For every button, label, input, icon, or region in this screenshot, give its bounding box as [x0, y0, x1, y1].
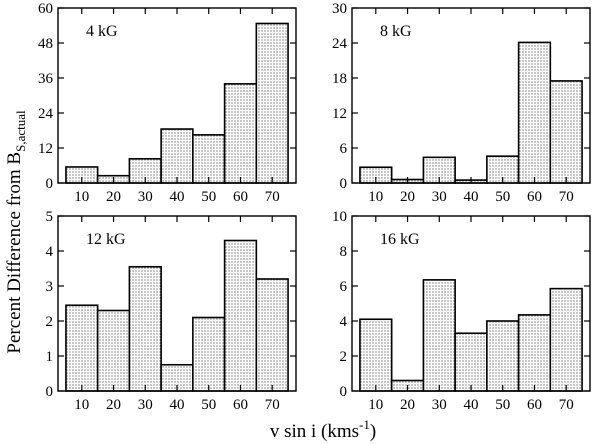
bar-70 — [255, 22, 289, 184]
panel-annotation: 8 kG — [380, 23, 412, 40]
y-axis-title-subscript: S,actual — [13, 110, 28, 152]
bar-50 — [192, 134, 226, 184]
x-tick-label: 10 — [74, 189, 89, 205]
bar-60 — [223, 83, 258, 184]
y-tick-label: 0 — [340, 176, 348, 192]
x-tick-label: 30 — [432, 189, 447, 205]
bar-60 — [517, 314, 552, 392]
y-tick-label: 36 — [38, 71, 54, 87]
x-tick-label: 30 — [138, 397, 153, 413]
x-tick-label: 40 — [464, 189, 479, 205]
panel-annotation: 12 kG — [86, 231, 126, 248]
y-axis-title-main: Percent Difference from B — [4, 152, 25, 354]
x-tick-label: 70 — [265, 397, 280, 413]
bar-40 — [454, 332, 488, 392]
y-tick-label: 0 — [46, 384, 54, 400]
x-axis-title-end: ) — [370, 421, 376, 442]
bar-20 — [96, 309, 131, 392]
bar-70 — [549, 80, 583, 184]
x-tick-label: 30 — [138, 189, 153, 205]
x-tick-label: 50 — [201, 397, 216, 413]
bar-70 — [255, 278, 289, 392]
y-tick-label: 30 — [332, 1, 347, 17]
bar-30 — [422, 279, 456, 392]
x-axis-title-superscript: -1 — [359, 417, 370, 432]
x-tick-label: 20 — [106, 189, 121, 205]
x-tick-label: 10 — [74, 397, 89, 413]
x-tick-label: 10 — [368, 397, 383, 413]
bar-70 — [549, 287, 583, 392]
x-tick-label: 70 — [265, 189, 280, 205]
y-tick-label: 2 — [340, 349, 348, 365]
x-tick-label: 60 — [233, 189, 248, 205]
y-tick-label: 12 — [332, 106, 347, 122]
x-tick-label: 60 — [233, 397, 248, 413]
x-tick-label: 50 — [201, 189, 216, 205]
x-axis-title-main: v sin i (kms — [270, 421, 359, 442]
x-tick-label: 40 — [170, 397, 185, 413]
y-axis-title: Percent Difference from BS,actual — [4, 110, 28, 354]
x-tick-label: 60 — [527, 397, 542, 413]
panel-2: 0 6 12 18 24 30 10 20 30 40 50 60 70 8 kG — [332, 1, 591, 205]
y-tick-label: 10 — [332, 209, 347, 225]
bar-10 — [65, 304, 99, 392]
x-tick-label: 70 — [559, 189, 574, 205]
bar-30 — [128, 265, 162, 392]
y-tick-label: 60 — [38, 1, 53, 17]
panel-1: 0 12 24 36 48 60 10 20 30 40 50 60 70 4 kG — [38, 1, 297, 205]
x-tick-label: 50 — [495, 397, 510, 413]
y-tick-label: 1 — [46, 349, 54, 365]
y-tick-label: 0 — [46, 176, 54, 192]
panel-3: 0 1 2 3 4 5 10 20 30 40 50 60 70 12 kG — [46, 209, 297, 413]
y-tick-label: 6 — [340, 279, 348, 295]
bar-50 — [486, 320, 520, 392]
x-tick-label: 20 — [400, 397, 415, 413]
x-tick-label: 10 — [368, 189, 383, 205]
bar-10 — [359, 318, 393, 392]
x-tick-label: 40 — [464, 397, 479, 413]
y-tick-label: 6 — [340, 141, 348, 157]
y-tick-label: 48 — [38, 36, 53, 52]
panel-annotation: 16 kG — [380, 231, 420, 248]
y-tick-label: 5 — [46, 209, 54, 225]
y-tick-label: 3 — [46, 279, 54, 295]
bar-40 — [160, 128, 194, 184]
bar-60 — [517, 41, 552, 184]
y-tick-label: 8 — [340, 244, 348, 260]
y-tick-label: 4 — [340, 314, 348, 330]
x-axis-title: v sin i (kms-1) — [270, 417, 376, 442]
x-tick-label: 50 — [495, 189, 510, 205]
x-tick-label: 40 — [170, 189, 185, 205]
panel-4: 0 2 4 6 8 10 10 20 30 40 50 60 70 16 kG — [332, 209, 591, 413]
y-tick-label: 12 — [38, 141, 53, 157]
panel-annotation: 4 kG — [86, 23, 118, 40]
x-tick-label: 30 — [432, 397, 447, 413]
y-tick-label: 18 — [332, 71, 347, 87]
y-tick-label: 4 — [46, 244, 54, 260]
bar-50 — [192, 316, 226, 392]
x-tick-label: 70 — [559, 397, 574, 413]
y-tick-label: 24 — [38, 106, 54, 122]
x-tick-label: 60 — [527, 189, 542, 205]
y-tick-label: 24 — [332, 36, 348, 52]
x-tick-label: 20 — [106, 397, 121, 413]
y-tick-label: 0 — [340, 384, 348, 400]
bar-60 — [223, 239, 258, 392]
x-tick-label: 20 — [400, 189, 415, 205]
y-tick-label: 2 — [46, 314, 54, 330]
